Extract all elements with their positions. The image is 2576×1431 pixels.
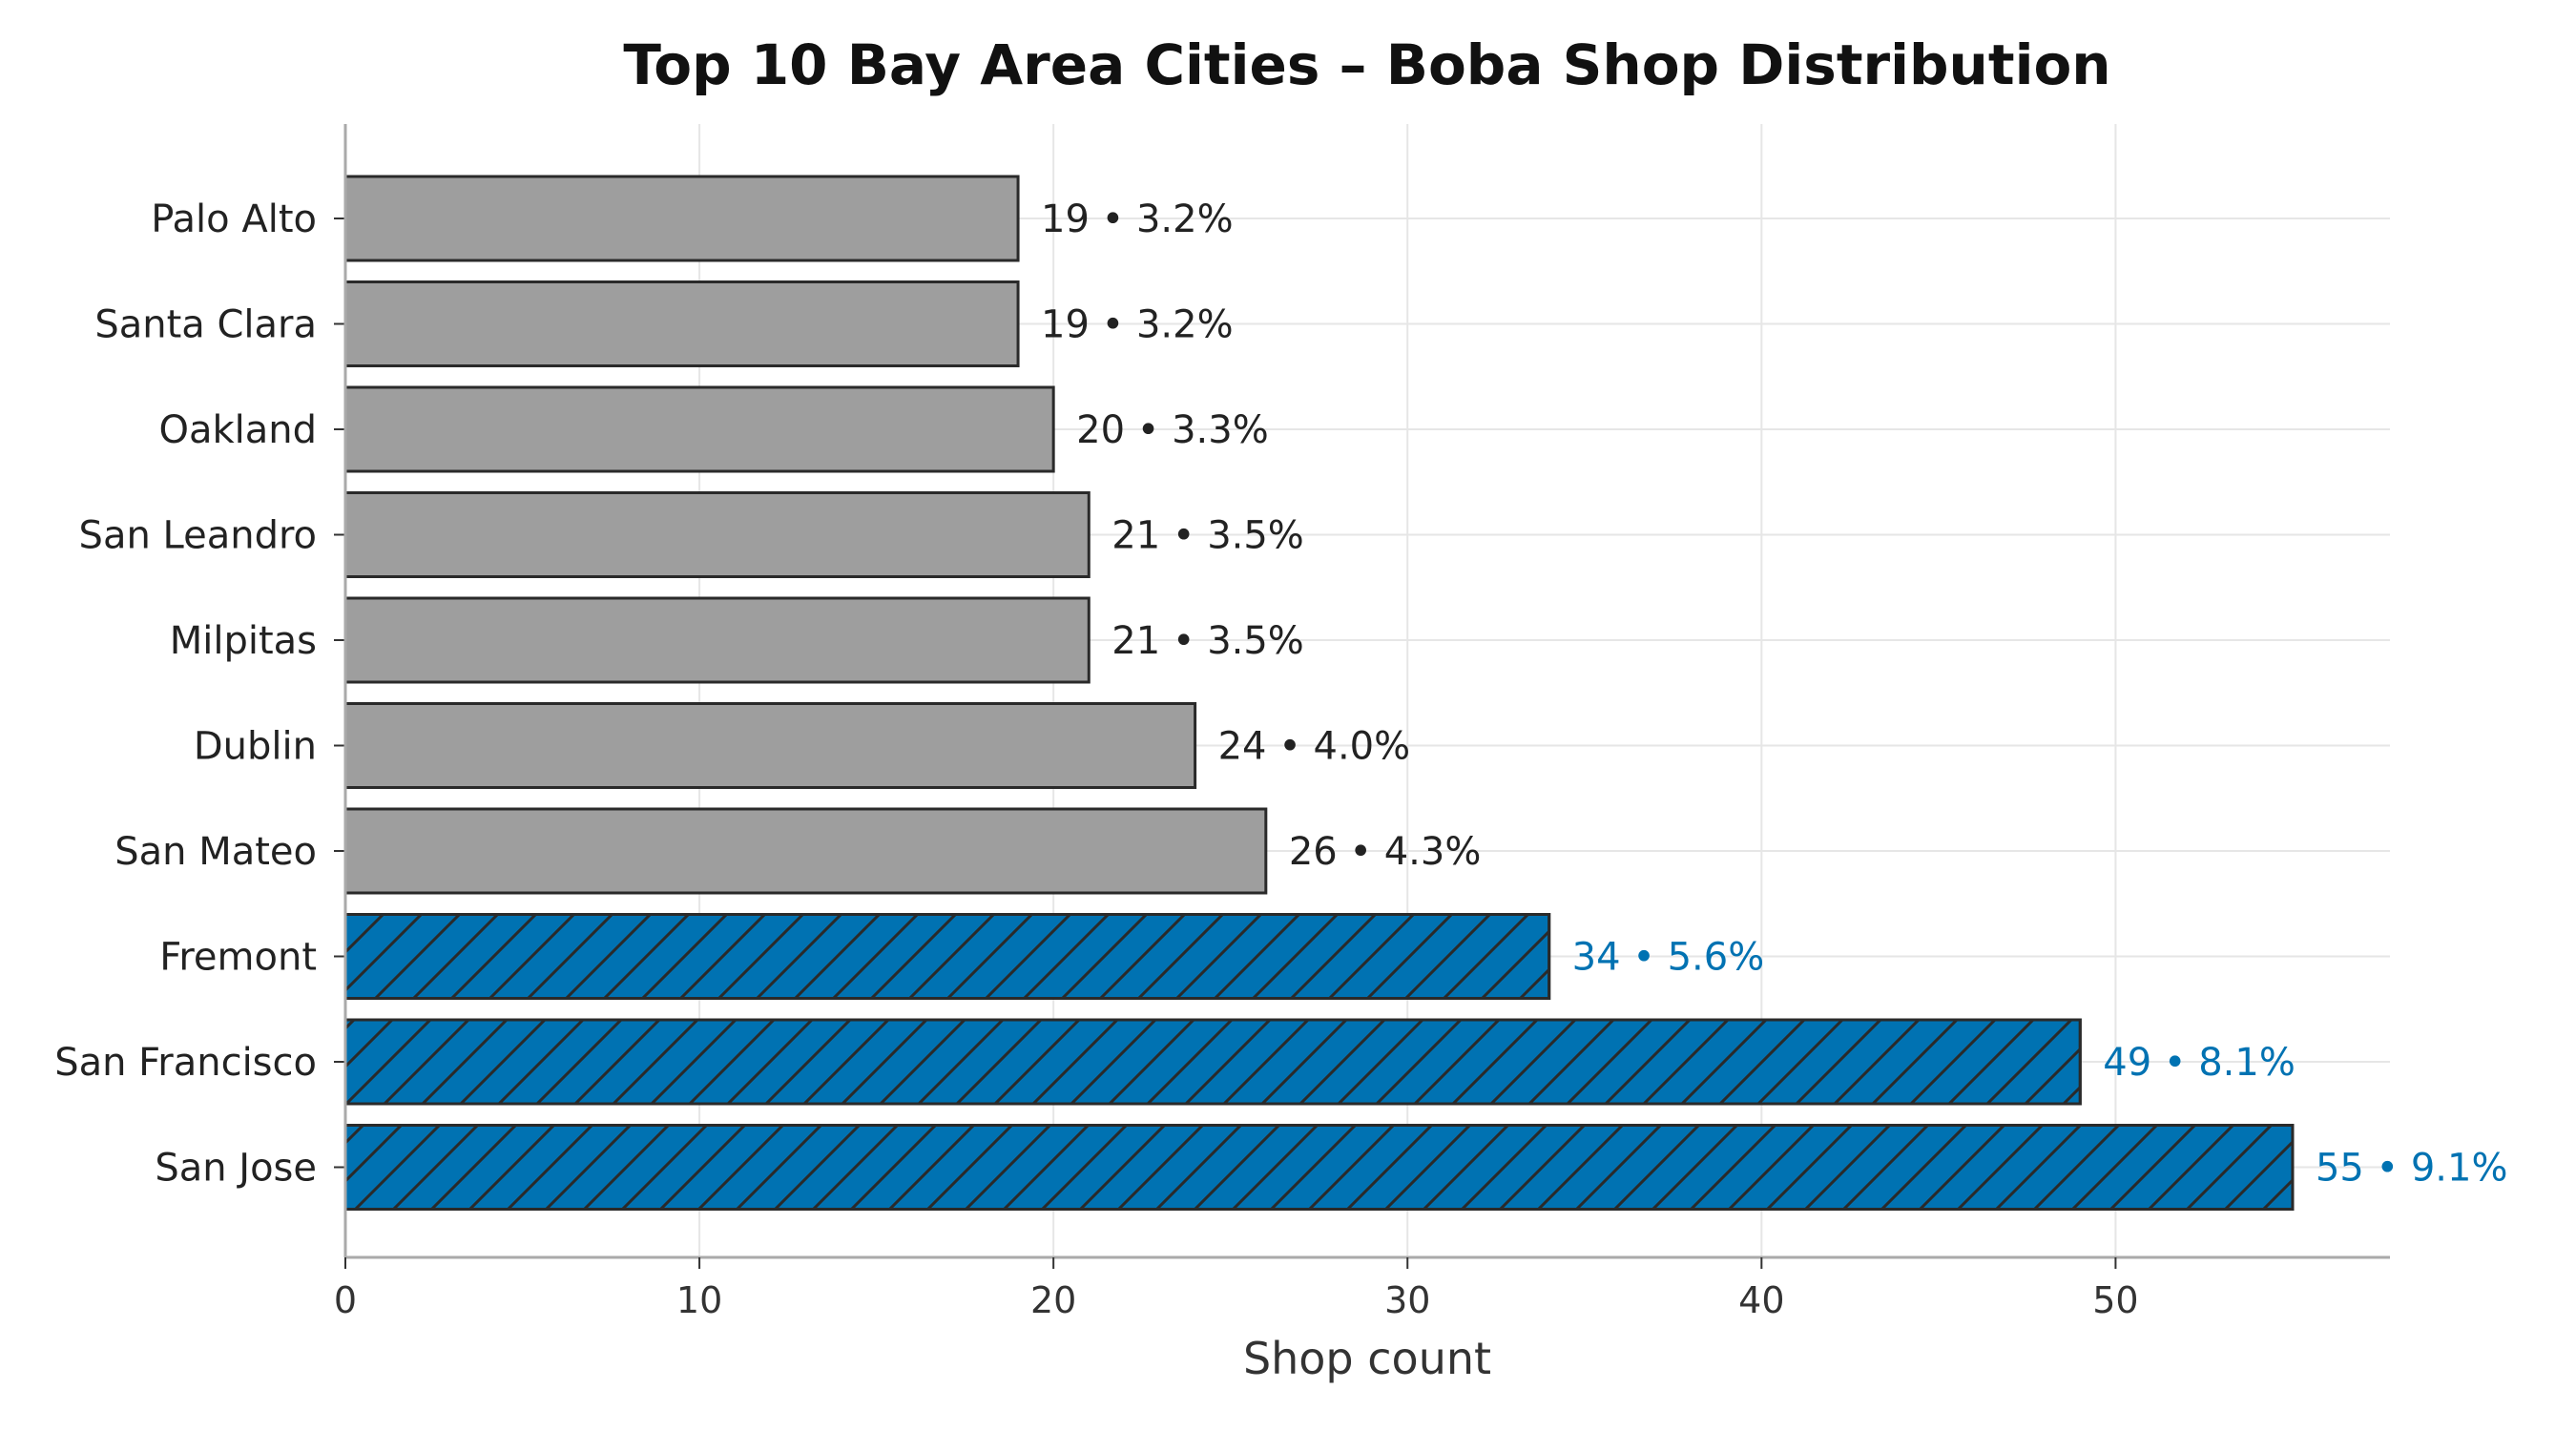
data-label: 34 • 5.6%	[1572, 936, 1765, 980]
category-label: San Mateo	[114, 830, 317, 874]
data-label: 24 • 4.0%	[1218, 725, 1411, 769]
data-label: 49 • 8.1%	[2103, 1041, 2296, 1085]
category-label: San Francisco	[54, 1041, 317, 1085]
data-label: 21 • 3.5%	[1111, 514, 1304, 558]
category-label: San Jose	[155, 1147, 317, 1191]
bars: 19 • 3.2% 19 • 3.2% 20 • 3.3% 21 • 3.5% 21 •…	[343, 175, 2508, 1211]
bar-hatch-san-francisco	[343, 1018, 2082, 1106]
category-label: Oakland	[158, 408, 317, 452]
category-label: Fremont	[159, 936, 317, 980]
data-label: 21 • 3.5%	[1111, 619, 1304, 663]
data-label: 19 • 3.2%	[1041, 197, 1234, 241]
bar-santa-clara	[343, 280, 1020, 367]
x-axis-title: Shop count	[1243, 1333, 1491, 1384]
data-label: 26 • 4.3%	[1289, 830, 1482, 874]
bar-hatch-san-jose	[343, 1124, 2295, 1211]
x-tick-label: 10	[676, 1279, 722, 1321]
axes: Palo Alto Santa Clara Oakland San Leandro Mi…	[54, 124, 2390, 1321]
x-tick-label: 50	[2092, 1279, 2138, 1321]
category-label: Dublin	[194, 725, 317, 769]
bar-san-mateo	[343, 807, 1268, 895]
bar-dublin	[343, 702, 1197, 789]
bar-oakland	[343, 385, 1055, 473]
bar-palo-alto	[343, 175, 1020, 262]
category-label: Santa Clara	[94, 303, 317, 347]
bar-milpitas	[343, 596, 1091, 684]
x-tick-label: 30	[1384, 1279, 1430, 1321]
category-label: Milpitas	[170, 619, 317, 663]
category-label: Palo Alto	[151, 197, 317, 241]
chart-title: Top 10 Bay Area Cities – Boba Shop Distr…	[623, 32, 2110, 97]
bar-san-leandro	[343, 491, 1091, 578]
category-label: San Leandro	[79, 514, 317, 558]
x-tick-label: 0	[334, 1279, 357, 1321]
data-label: 19 • 3.2%	[1041, 303, 1234, 347]
data-label: 55 • 9.1%	[2316, 1147, 2508, 1191]
x-tick-label: 20	[1030, 1279, 1076, 1321]
x-tick-label: 40	[1738, 1279, 1784, 1321]
data-label: 20 • 3.3%	[1076, 408, 1269, 452]
bar-hatch-fremont	[343, 913, 1551, 1000]
